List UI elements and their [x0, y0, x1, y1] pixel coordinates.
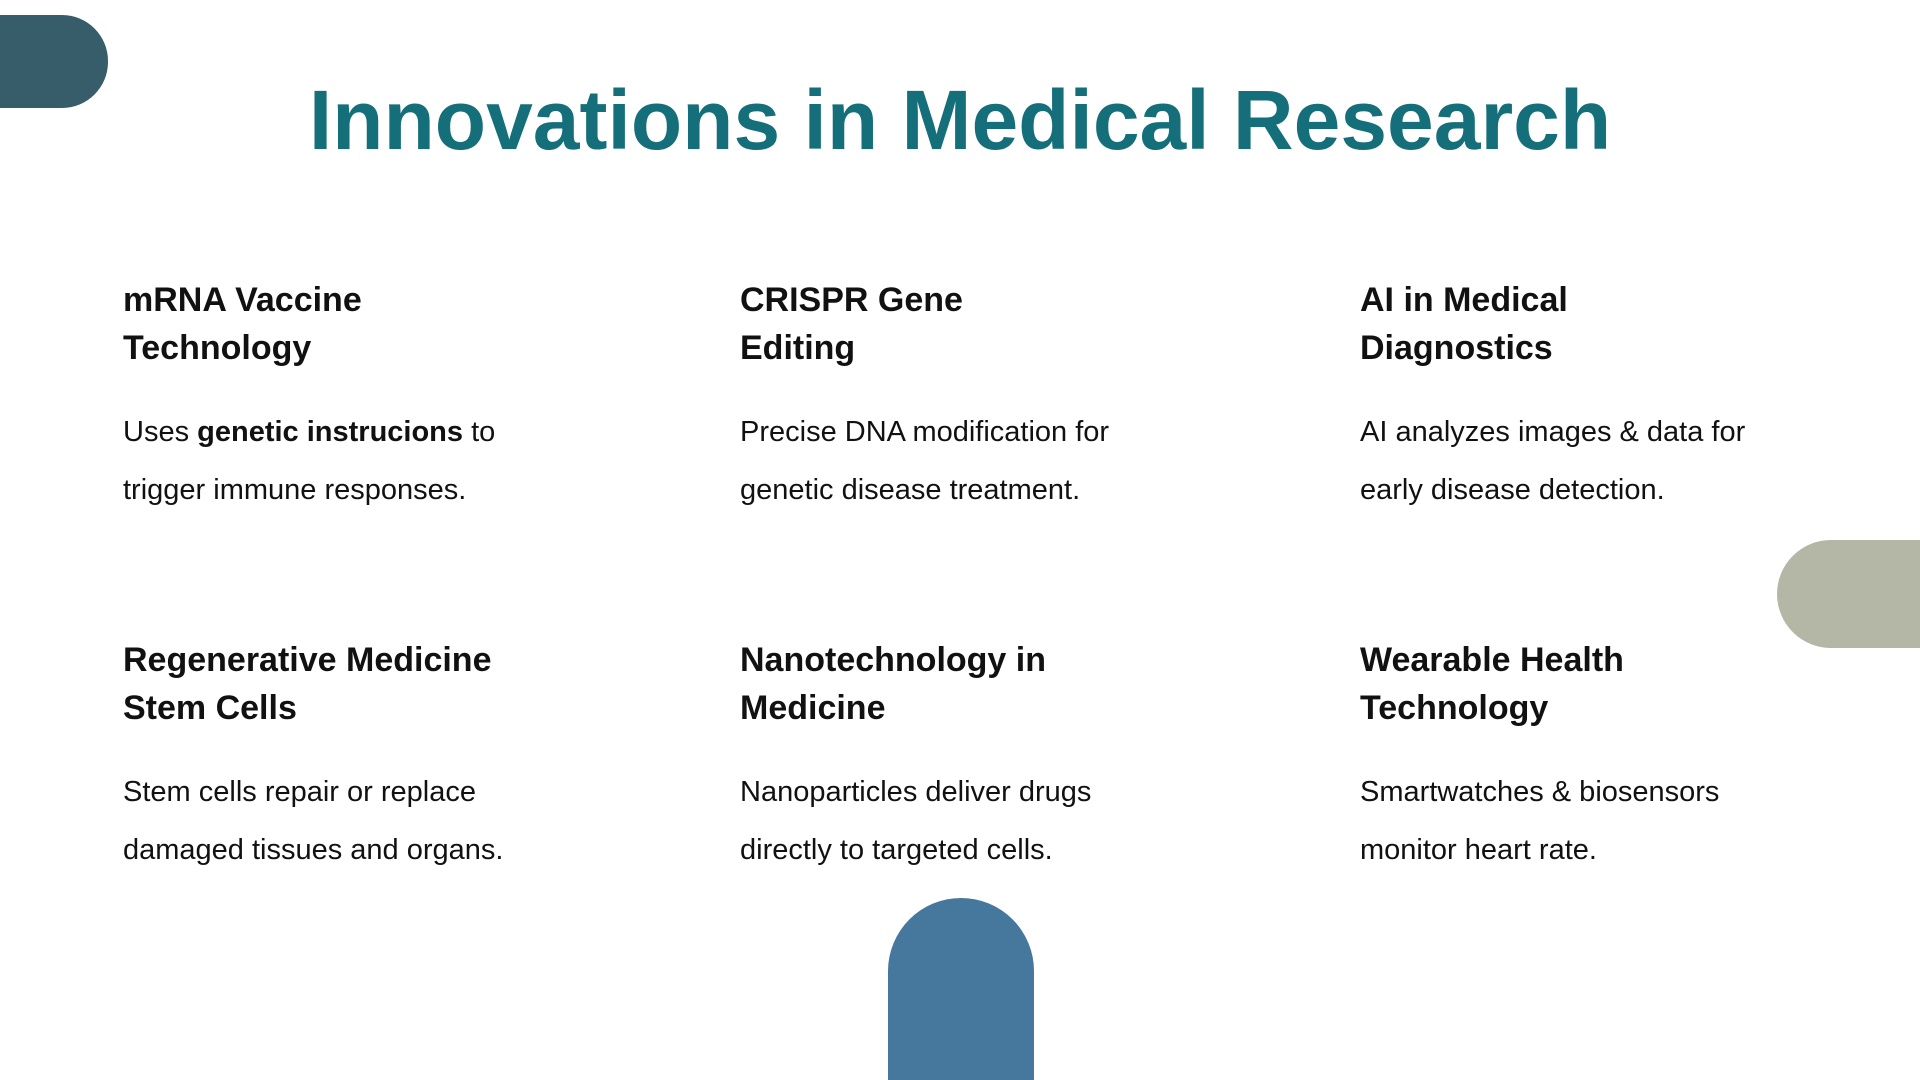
card-body: Precise DNA modification for genetic dis…: [740, 403, 1360, 519]
page-title: Innovations in Medical Research: [308, 73, 1612, 167]
card-title-line: AI in Medical: [1360, 281, 1568, 319]
card-title-line: Wearable Health: [1360, 641, 1624, 679]
body-text-bold: genetic instrucions: [197, 416, 464, 448]
card-title: Wearable Health Technology: [1360, 636, 1920, 732]
card-body-line: Stem cells repair or replace: [123, 776, 476, 808]
card-title-line: Diagnostics: [1360, 329, 1553, 367]
card-body-line: Smartwatches & biosensors: [1360, 776, 1720, 808]
card-mrna-vaccine: mRNA Vaccine Technology Uses genetic ins…: [123, 276, 740, 636]
card-title-line: Regenerative Medicine: [123, 641, 492, 679]
card-body-line: Precise DNA modification for: [740, 416, 1110, 448]
card-title: CRISPR Gene Editing: [740, 276, 1360, 372]
cards-grid: mRNA Vaccine Technology Uses genetic ins…: [123, 276, 1920, 996]
card-body: Stem cells repair or replace damaged tis…: [123, 763, 740, 879]
card-body: Uses genetic instrucions to trigger immu…: [123, 403, 740, 519]
sage-pill-decoration: [1777, 540, 1920, 648]
card-title-line: CRISPR Gene: [740, 281, 963, 319]
card-body-line: Uses genetic instrucions to: [123, 403, 740, 461]
card-title-line: Editing: [740, 329, 856, 367]
card-body-line: genetic disease treatment.: [740, 474, 1081, 506]
card-title-line: Technology: [123, 329, 312, 367]
card-body-line: trigger immune responses.: [123, 474, 467, 506]
card-body: Nanoparticles deliver drugs directly to …: [740, 763, 1360, 879]
card-title-line: Medicine: [740, 689, 886, 727]
body-text: Uses: [123, 416, 198, 448]
card-body-line: damaged tissues and organs.: [123, 834, 504, 866]
card-body: Smartwatches & biosensors monitor heart …: [1360, 763, 1920, 879]
card-regenerative-medicine: Regenerative Medicine Stem Cells Stem ce…: [123, 636, 740, 996]
card-title-line: Stem Cells: [123, 689, 297, 727]
card-title: Nanotechnology in Medicine: [740, 636, 1360, 732]
card-ai-diagnostics: AI in Medical Diagnostics AI analyzes im…: [1360, 276, 1920, 636]
card-body-line: early disease detection.: [1360, 474, 1665, 506]
card-body-line: directly to targeted cells.: [740, 834, 1053, 866]
card-body: AI analyzes images & data for early dise…: [1360, 403, 1920, 519]
card-wearable-health: Wearable Health Technology Smartwatches …: [1360, 636, 1920, 996]
card-title-line: Nanotechnology in: [740, 641, 1046, 679]
teal-pill-decoration: [0, 15, 108, 108]
card-title: Regenerative Medicine Stem Cells: [123, 636, 740, 732]
card-title: mRNA Vaccine Technology: [123, 276, 740, 372]
blue-arch-decoration: [888, 898, 1034, 1080]
card-crispr-gene-editing: CRISPR Gene Editing Precise DNA modifica…: [740, 276, 1360, 636]
card-nanotechnology: Nanotechnology in Medicine Nanoparticles…: [740, 636, 1360, 996]
card-body-line: AI analyzes images & data for: [1360, 416, 1746, 448]
card-body-line: Nanoparticles deliver drugs: [740, 776, 1092, 808]
body-text: to: [463, 416, 496, 448]
card-title-line: mRNA Vaccine: [123, 281, 362, 319]
card-body-line: monitor heart rate.: [1360, 834, 1597, 866]
card-title-line: Technology: [1360, 689, 1549, 727]
card-title: AI in Medical Diagnostics: [1360, 276, 1920, 372]
